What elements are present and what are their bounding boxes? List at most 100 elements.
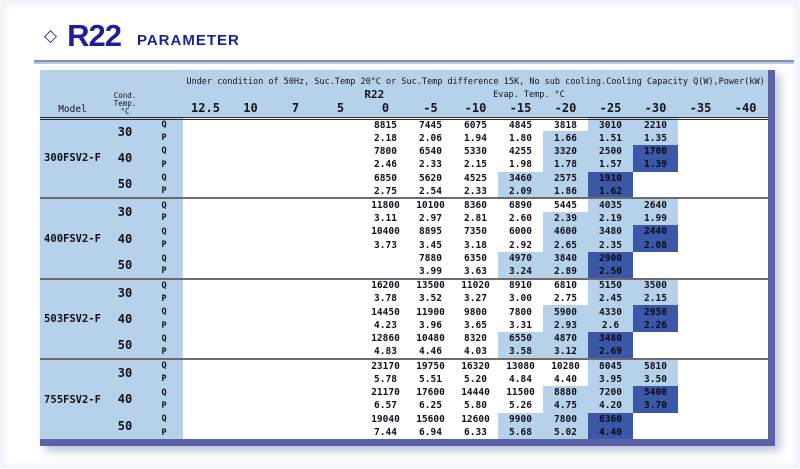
data-cell: [723, 158, 769, 172]
data-cell: 2.65: [543, 238, 588, 252]
data-cell: [183, 197, 228, 212]
page-title: ◇ R22 PARAMETER: [44, 18, 240, 54]
data-cell: 1.98: [498, 158, 543, 172]
data-cell: [633, 251, 678, 266]
table-row: 40 Q 21170 17600 14440 11500 8880 7200 5400: [40, 385, 769, 413]
data-cell: 3.24: [498, 265, 543, 279]
data-cell: [228, 318, 273, 333]
data-cell: [723, 171, 769, 185]
data-cell: 2.19: [588, 211, 633, 226]
table-row: P 3.99 3.63 3.24 2.89 2.50: [40, 265, 769, 279]
data-cell: [363, 251, 408, 266]
data-cell: [183, 184, 228, 199]
header-row-condition: Model Cond. Temp. °C Under condition of 50…: [40, 70, 769, 120]
header-row-temperatures: 12.5 10 7 5 0 -5 -10 -15 -20 -25 -30 -35 -40: [40, 101, 769, 120]
data-cell: 7.44: [363, 425, 408, 440]
qp-label: Q: [145, 412, 183, 426]
data-cell: [183, 238, 228, 252]
data-cell: 2.60: [498, 211, 543, 226]
header-row-labels: R22 Evap. Temp. °C: [40, 88, 769, 101]
data-cell: [723, 118, 769, 132]
data-cell: 1.35: [633, 131, 678, 145]
qp-label: P: [145, 292, 183, 306]
data-cell: 9900: [498, 412, 543, 426]
data-cell: 4.83: [363, 345, 408, 360]
data-cell: [183, 372, 228, 386]
data-cell: 1910: [588, 171, 633, 185]
data-cell: 11020: [453, 277, 498, 293]
table-row: P 4.23 3.96 3.65 3.31 2.93 2.6 2.26: [40, 318, 769, 333]
data-cell: 19040: [363, 412, 408, 426]
data-cell: 14440: [453, 385, 498, 400]
data-cell: 4525: [453, 171, 498, 185]
parameter-table-wrap: Model Cond. Temp. °C Under condition of 50…: [40, 70, 776, 447]
data-cell: [273, 277, 318, 293]
data-cell: [228, 345, 273, 360]
data-cell: 6810: [543, 277, 588, 293]
table-row: P 3.78 3.52 3.27 3.00 2.75 2.45 2.15: [40, 292, 769, 306]
data-cell: 3.27: [453, 292, 498, 306]
data-cell: [318, 225, 363, 239]
data-cell: [183, 399, 228, 413]
data-cell: 5.68: [498, 425, 543, 440]
data-cell: [678, 332, 723, 346]
data-cell: 4.84: [498, 372, 543, 386]
data-cell: [633, 171, 678, 185]
data-cell: [273, 385, 318, 400]
data-cell: 6.57: [363, 399, 408, 413]
data-cell: [678, 211, 723, 226]
data-cell: 2.92: [498, 238, 543, 252]
data-cell: 4.40: [543, 372, 588, 386]
data-cell: 6360: [588, 412, 633, 426]
data-cell: 3.65: [453, 318, 498, 333]
evap-temp-column-header: -20: [543, 101, 588, 120]
data-cell: 5445: [543, 197, 588, 212]
data-cell: 3480: [588, 225, 633, 239]
data-cell: 3840: [543, 251, 588, 266]
data-cell: 2.08: [633, 238, 678, 252]
data-cell: [633, 345, 678, 360]
data-cell: 4970: [498, 251, 543, 266]
table-row: 50 Q 6850 5620 4525 3460 2575 1910: [40, 171, 769, 199]
data-cell: [678, 265, 723, 279]
data-cell: 1.62: [588, 184, 633, 199]
evap-temp-column-header: -40: [723, 101, 769, 120]
evap-temp-column-header: -25: [588, 101, 633, 120]
data-cell: 2.18: [363, 131, 408, 145]
qp-label: Q: [145, 118, 183, 132]
data-cell: 1.57: [588, 158, 633, 172]
data-cell: [318, 184, 363, 199]
data-cell: 3.45: [408, 238, 453, 252]
data-cell: 10280: [543, 358, 588, 373]
data-cell: 5.26: [498, 399, 543, 413]
data-cell: 5.80: [453, 399, 498, 413]
data-cell: 2.97: [408, 211, 453, 226]
data-cell: 2.33: [453, 184, 498, 199]
data-cell: [273, 158, 318, 172]
data-cell: [318, 171, 363, 185]
data-cell: 6550: [498, 332, 543, 346]
evap-temp-column-header: 0: [363, 101, 408, 120]
data-cell: 8895: [408, 225, 453, 239]
data-cell: 2.50: [588, 265, 633, 279]
data-cell: 3.99: [408, 265, 453, 279]
data-cell: [363, 265, 408, 279]
data-cell: 6540: [408, 144, 453, 159]
data-cell: 7800: [498, 305, 543, 319]
data-cell: [228, 118, 273, 132]
data-cell: [183, 412, 228, 426]
data-cell: 4.03: [453, 345, 498, 360]
data-cell: [228, 332, 273, 346]
data-cell: 5900: [543, 305, 588, 319]
data-cell: 2.75: [543, 292, 588, 306]
data-cell: [633, 332, 678, 346]
data-cell: [678, 318, 723, 333]
data-cell: [183, 171, 228, 185]
data-cell: [678, 144, 723, 159]
evap-temp-label: Evap. Temp. °C: [493, 90, 565, 100]
table-row: P 2.18 2.06 1.94 1.80 1.66 1.51 1.35: [40, 131, 769, 145]
data-cell: 2900: [588, 251, 633, 266]
data-cell: 15600: [408, 412, 453, 426]
data-cell: [273, 118, 318, 132]
data-cell: [318, 412, 363, 426]
